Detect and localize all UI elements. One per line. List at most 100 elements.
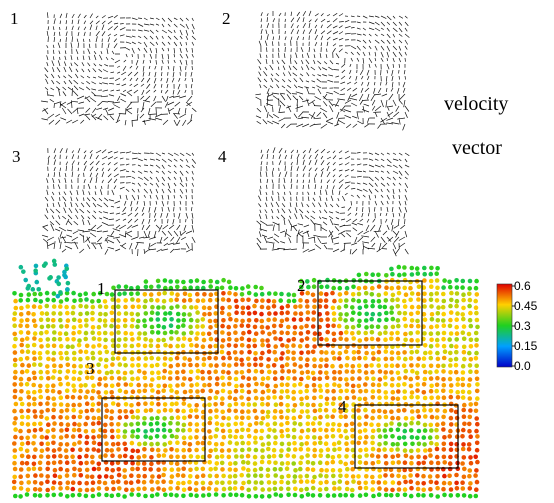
particle	[208, 421, 213, 426]
particle	[384, 291, 389, 296]
particle	[175, 285, 180, 290]
particle	[312, 428, 317, 433]
particle	[162, 291, 167, 296]
particle	[345, 467, 350, 472]
particle	[331, 474, 336, 479]
particle	[429, 344, 434, 349]
particle	[33, 487, 38, 492]
particle	[188, 442, 193, 447]
particle	[254, 480, 259, 485]
vector-field	[41, 12, 196, 126]
particle	[207, 403, 212, 408]
particle	[142, 474, 147, 479]
particle	[331, 434, 336, 439]
particle	[25, 461, 30, 466]
particle	[312, 383, 317, 388]
particle	[285, 466, 290, 471]
particle	[428, 448, 433, 453]
particle	[77, 403, 82, 408]
particle	[292, 421, 297, 426]
particle	[259, 467, 264, 472]
particle	[357, 481, 362, 486]
particle	[215, 298, 220, 303]
particle	[97, 492, 102, 497]
particle	[130, 344, 135, 349]
particle	[428, 350, 433, 355]
particle	[32, 318, 37, 323]
particle	[435, 435, 440, 440]
particle	[46, 455, 51, 460]
particle	[194, 448, 199, 453]
particle	[39, 442, 44, 447]
particle	[188, 389, 193, 394]
particle	[357, 466, 362, 471]
particle	[32, 455, 37, 460]
particle	[241, 331, 246, 336]
particle	[441, 427, 446, 432]
particle	[298, 422, 303, 427]
particle	[272, 428, 277, 433]
particle	[254, 382, 259, 387]
particle	[332, 481, 337, 486]
particle	[70, 344, 75, 349]
particle	[305, 370, 310, 375]
particle	[415, 363, 420, 368]
particle	[38, 338, 43, 343]
particle	[168, 279, 173, 284]
particle	[402, 272, 407, 277]
particle	[350, 488, 355, 493]
particle	[194, 488, 199, 493]
particle	[421, 488, 426, 493]
particle	[188, 468, 193, 473]
particle	[390, 305, 395, 310]
particle	[156, 428, 161, 433]
particle	[402, 317, 407, 322]
particle	[38, 467, 43, 472]
particle	[377, 299, 382, 304]
particle	[475, 434, 480, 439]
particle	[123, 298, 128, 303]
particle	[324, 298, 329, 303]
particle	[124, 390, 129, 395]
particle	[338, 312, 343, 317]
particle	[338, 479, 343, 484]
particle	[136, 363, 141, 368]
particle	[66, 281, 71, 286]
particle	[273, 311, 278, 316]
particle	[46, 343, 51, 348]
particle	[350, 422, 355, 427]
particle	[27, 377, 32, 382]
particle	[90, 487, 95, 492]
particle	[131, 415, 136, 420]
particle	[384, 349, 389, 354]
particle	[226, 423, 231, 428]
particle	[64, 351, 69, 356]
particle	[200, 370, 205, 375]
particle	[208, 481, 213, 486]
particle	[104, 415, 109, 420]
particle	[279, 324, 284, 329]
particle	[350, 331, 355, 336]
particle	[202, 305, 207, 310]
particle	[202, 312, 207, 317]
particle	[267, 332, 272, 337]
particle	[435, 494, 440, 499]
particle	[181, 350, 186, 355]
particle	[358, 389, 363, 394]
particle	[305, 363, 310, 368]
particle	[59, 299, 64, 304]
particle	[187, 448, 192, 453]
particle	[96, 363, 101, 368]
particle	[293, 468, 298, 473]
particle	[64, 375, 69, 380]
particle	[195, 389, 200, 394]
particle	[72, 351, 77, 356]
particle	[175, 292, 180, 297]
particle	[468, 455, 473, 460]
particle	[72, 388, 77, 393]
particle	[214, 474, 219, 479]
particle	[261, 442, 266, 447]
particle	[325, 278, 330, 283]
particle	[194, 481, 199, 486]
particle	[325, 461, 330, 466]
